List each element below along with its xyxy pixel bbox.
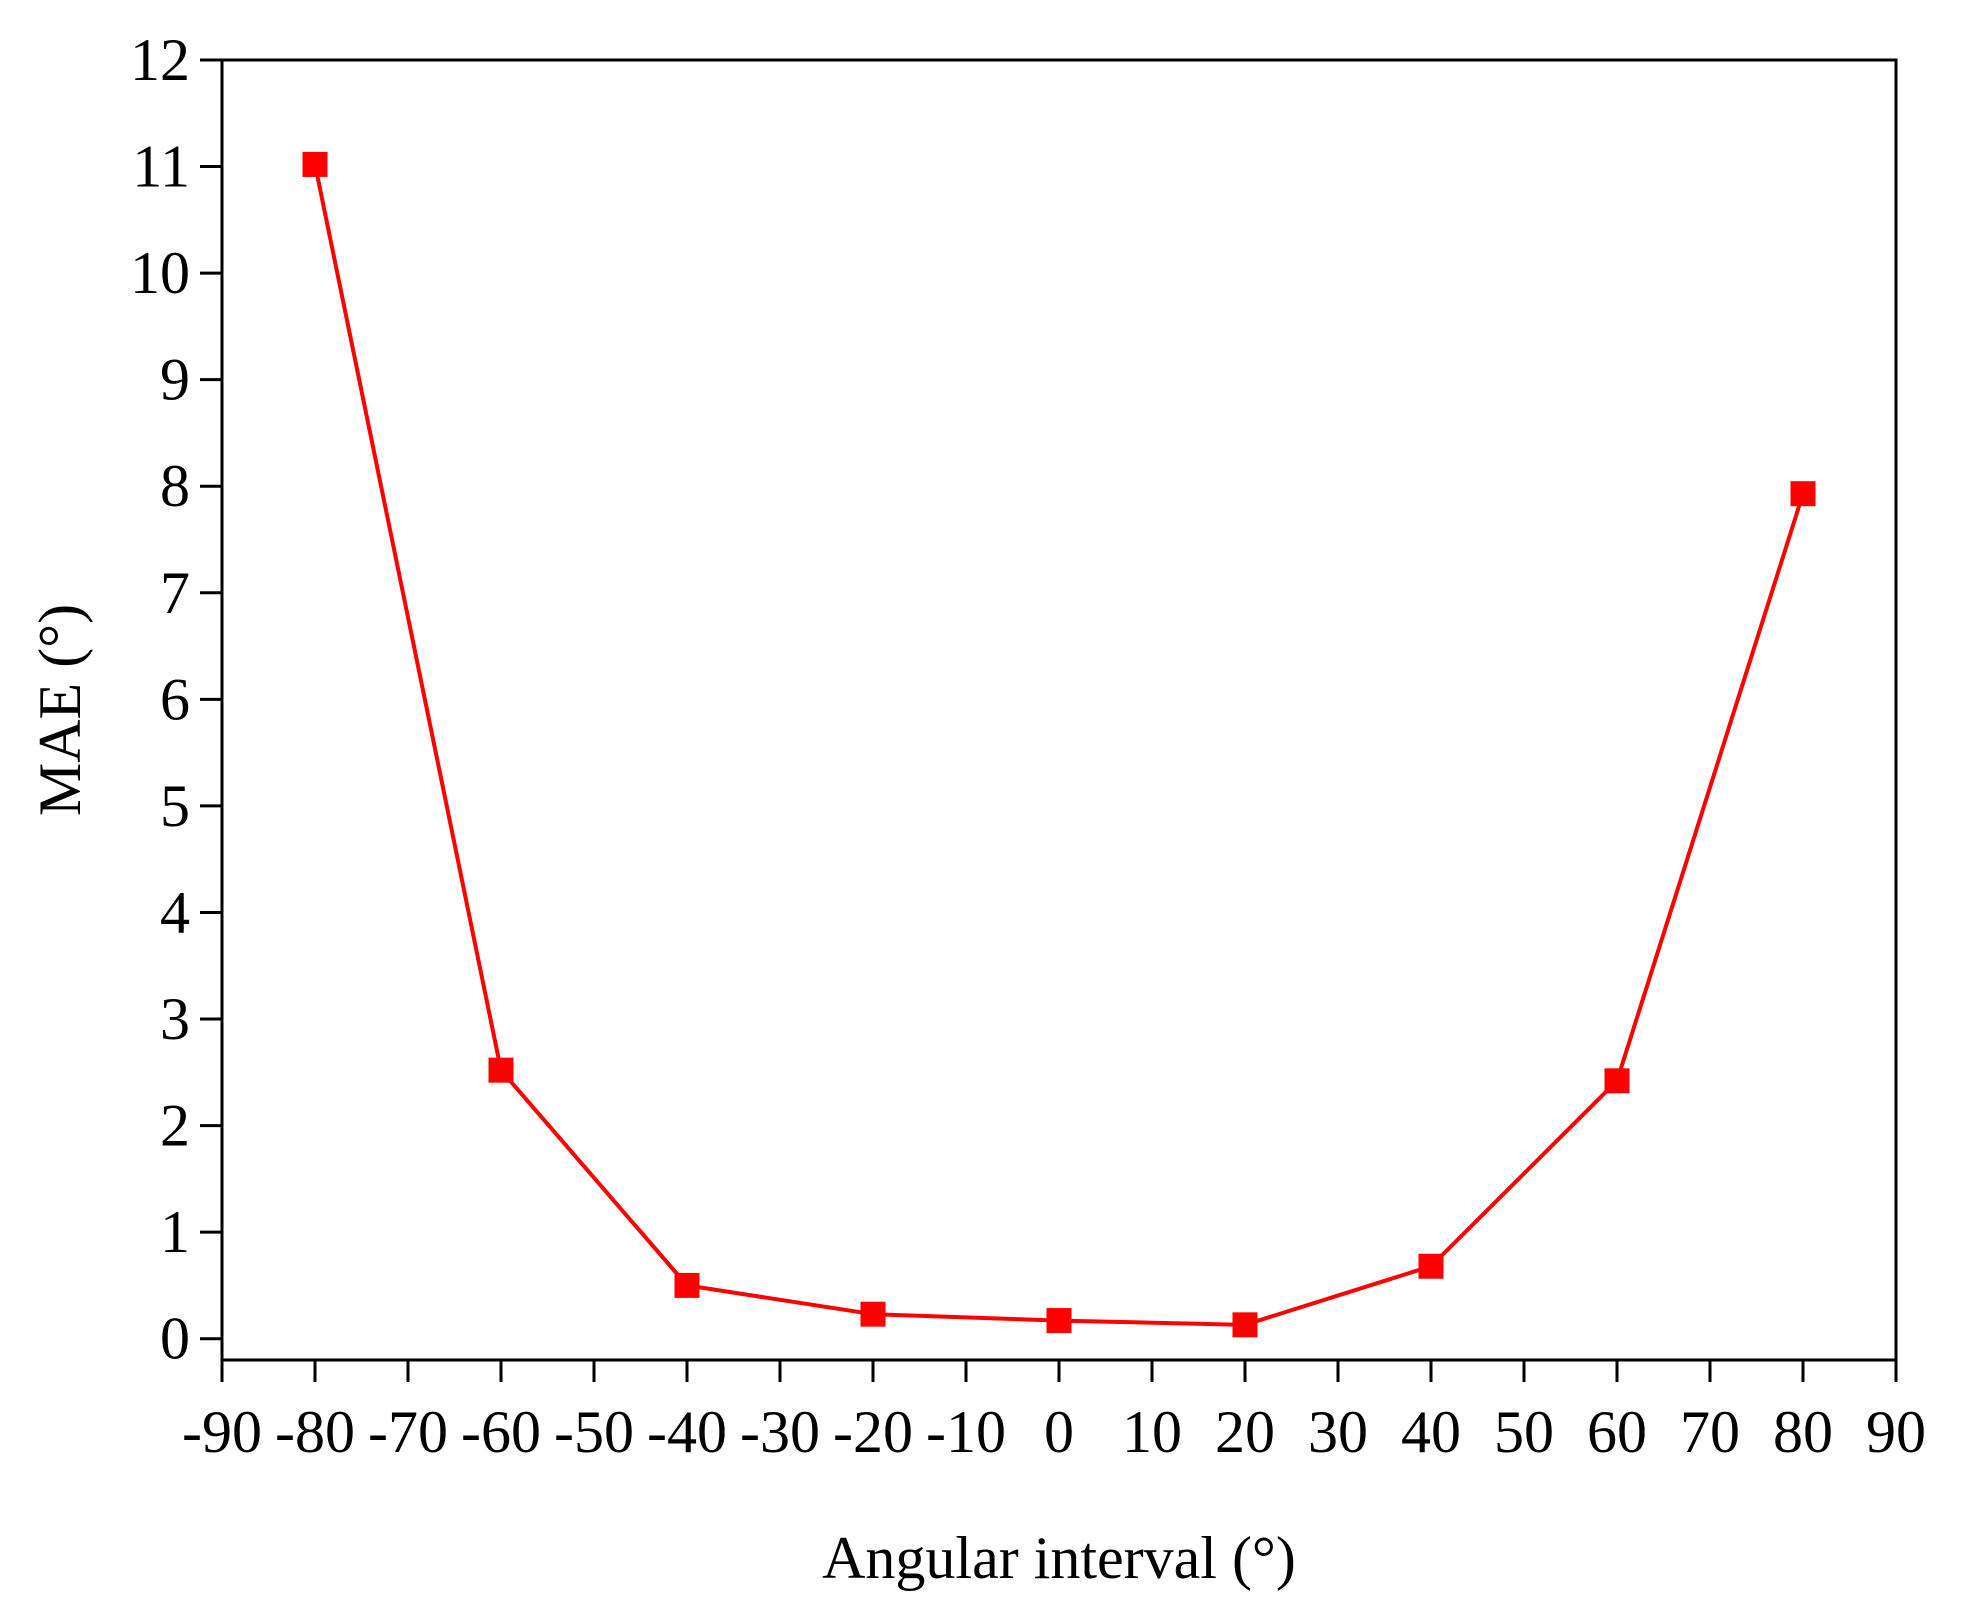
marker — [674, 1272, 700, 1298]
x-tick-label: -50 — [554, 1399, 634, 1465]
y-tick-label: 1 — [160, 1199, 190, 1265]
y-tick-label: 4 — [160, 879, 190, 945]
x-tick-label: 90 — [1866, 1399, 1926, 1465]
x-tick-label: 10 — [1122, 1399, 1182, 1465]
y-tick-label: 8 — [160, 453, 190, 519]
marker — [302, 151, 328, 177]
x-tick-label: 0 — [1044, 1399, 1074, 1465]
x-tick-label: -30 — [740, 1399, 820, 1465]
x-tick-label: 60 — [1587, 1399, 1647, 1465]
marker — [1604, 1068, 1630, 1094]
y-tick-label: 9 — [160, 347, 190, 413]
x-tick-label: 80 — [1773, 1399, 1833, 1465]
x-tick-label: -40 — [647, 1399, 727, 1465]
marker — [1232, 1312, 1258, 1338]
x-axis-title: Angular interval (°) — [822, 1525, 1296, 1591]
y-tick-label: 0 — [160, 1306, 190, 1372]
x-tick-label: 30 — [1308, 1399, 1368, 1465]
y-tick-label: 6 — [160, 666, 190, 732]
y-tick-label: 3 — [160, 986, 190, 1052]
y-tick-label: 10 — [130, 240, 190, 306]
y-axis-title: MAE (°) — [27, 604, 93, 816]
y-tick-label: 11 — [132, 134, 190, 200]
x-tick-label: 40 — [1401, 1399, 1461, 1465]
y-tick-label: 5 — [160, 773, 190, 839]
x-tick-label: 50 — [1494, 1399, 1554, 1465]
x-tick-label: 70 — [1680, 1399, 1740, 1465]
marker — [488, 1057, 514, 1083]
x-tick-label: -10 — [926, 1399, 1006, 1465]
y-tick-label: 2 — [160, 1093, 190, 1159]
marker — [1790, 481, 1816, 507]
x-tick-label: -20 — [833, 1399, 913, 1465]
x-tick-label: 20 — [1215, 1399, 1275, 1465]
marker — [1046, 1308, 1072, 1334]
marker — [1418, 1253, 1444, 1279]
x-tick-label: -80 — [275, 1399, 355, 1465]
x-tick-label: -70 — [368, 1399, 448, 1465]
x-tick-label: -90 — [182, 1399, 262, 1465]
y-tick-label: 12 — [130, 27, 190, 93]
y-tick-label: 7 — [160, 560, 190, 626]
x-tick-label: -60 — [461, 1399, 541, 1465]
marker — [860, 1301, 886, 1327]
